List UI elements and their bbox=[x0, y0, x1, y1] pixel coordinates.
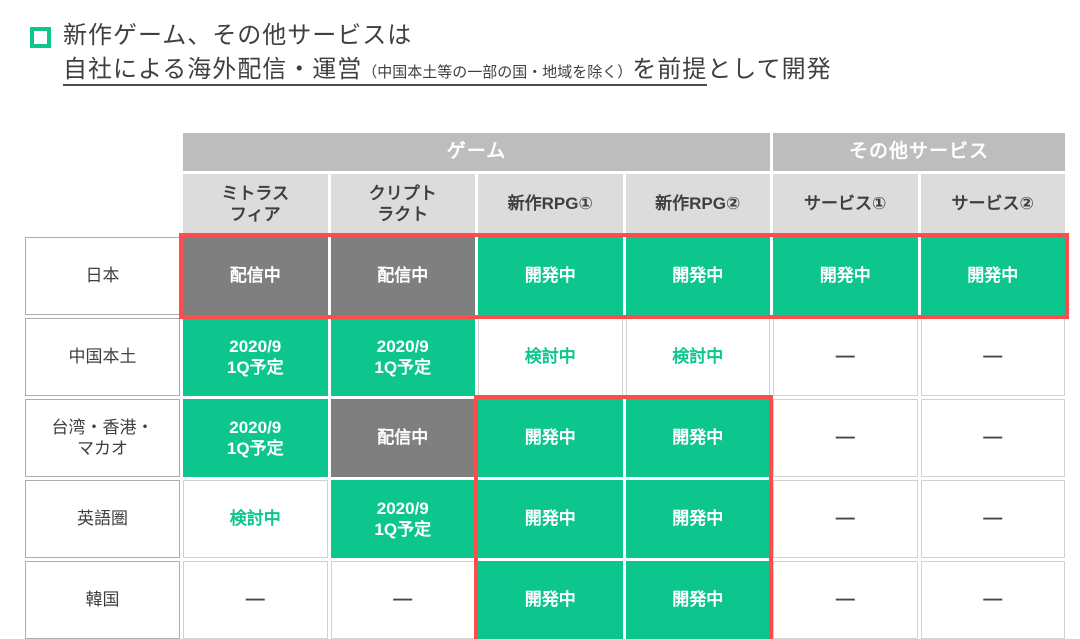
column-header-service1: サービス① bbox=[773, 174, 918, 234]
title-line-1: 新作ゲーム、その他サービスは bbox=[63, 22, 413, 49]
group-header-game: ゲーム bbox=[183, 133, 770, 171]
title-underline-note: （中国本土等の一部の国・地域を除く） bbox=[362, 64, 633, 81]
column-header-mitrasphere: ミトラス フィア bbox=[183, 174, 328, 234]
status-cell: 2020/9 1Q予定 bbox=[330, 480, 475, 558]
status-cell: 配信中 bbox=[330, 237, 475, 315]
status-table-grid: ゲーム その他サービス ミトラス フィア クリプト ラクト 新作RPG① 新作R… bbox=[25, 133, 1065, 639]
group-header-other-services: その他サービス bbox=[773, 133, 1065, 171]
status-cell: — bbox=[773, 318, 918, 396]
row-label-taiwan-hk-macau: 台湾・香港・ マカオ bbox=[25, 399, 180, 477]
row-label-japan: 日本 bbox=[25, 237, 180, 315]
status-cell: — bbox=[773, 561, 918, 639]
title-underlined-phrase: 自社による海外配信・運営（中国本土等の一部の国・地域を除く）を前提 bbox=[63, 56, 708, 86]
status-cell: 2020/9 1Q予定 bbox=[183, 399, 328, 477]
status-cell: 検討中 bbox=[625, 318, 770, 396]
status-cell: — bbox=[183, 561, 328, 639]
status-cell: 開発中 bbox=[625, 237, 770, 315]
status-cell: 開発中 bbox=[478, 237, 623, 315]
row-label-mainland-china: 中国本土 bbox=[25, 318, 180, 396]
status-cell: 検討中 bbox=[183, 480, 328, 558]
status-cell: — bbox=[920, 399, 1065, 477]
title-plain-tail: として開発 bbox=[707, 56, 832, 83]
row-label-english-regions: 英語圏 bbox=[25, 480, 180, 558]
slide-title: 新作ゲーム、その他サービスは 自社による海外配信・運営（中国本土等の一部の国・地… bbox=[30, 20, 832, 91]
status-cell: — bbox=[920, 318, 1065, 396]
title-text: 新作ゲーム、その他サービスは 自社による海外配信・運営（中国本土等の一部の国・地… bbox=[63, 20, 832, 91]
column-header-new-rpg2: 新作RPG② bbox=[625, 174, 770, 234]
status-cell: 開発中 bbox=[625, 480, 770, 558]
square-bullet-icon bbox=[30, 27, 51, 48]
title-underline-main: 自社による海外配信・運営 bbox=[63, 56, 363, 83]
status-cell: 配信中 bbox=[183, 237, 328, 315]
status-cell: — bbox=[920, 561, 1065, 639]
status-cell: 配信中 bbox=[330, 399, 475, 477]
status-cell: 開発中 bbox=[625, 561, 770, 639]
status-cell: — bbox=[773, 399, 918, 477]
status-cell: 開発中 bbox=[478, 399, 623, 477]
status-cell: — bbox=[330, 561, 475, 639]
status-cell: — bbox=[773, 480, 918, 558]
column-header-cryptract: クリプト ラクト bbox=[330, 174, 475, 234]
status-table: ゲーム その他サービス ミトラス フィア クリプト ラクト 新作RPG① 新作R… bbox=[25, 133, 1069, 639]
status-cell: 2020/9 1Q予定 bbox=[330, 318, 475, 396]
status-cell: 開発中 bbox=[625, 399, 770, 477]
row-label-korea: 韓国 bbox=[25, 561, 180, 639]
status-cell: 開発中 bbox=[920, 237, 1065, 315]
column-header-new-rpg1: 新作RPG① bbox=[478, 174, 623, 234]
status-cell: 開発中 bbox=[478, 480, 623, 558]
status-cell: 2020/9 1Q予定 bbox=[183, 318, 328, 396]
status-cell: 開発中 bbox=[773, 237, 918, 315]
column-header-service2: サービス② bbox=[920, 174, 1065, 234]
status-cell: 開発中 bbox=[478, 561, 623, 639]
status-cell: 検討中 bbox=[478, 318, 623, 396]
table-corner-spacer bbox=[25, 133, 180, 234]
title-underline-tail: を前提 bbox=[632, 56, 708, 83]
title-line-2: 自社による海外配信・運営（中国本土等の一部の国・地域を除く）を前提として開発 bbox=[63, 52, 832, 91]
status-cell: — bbox=[920, 480, 1065, 558]
